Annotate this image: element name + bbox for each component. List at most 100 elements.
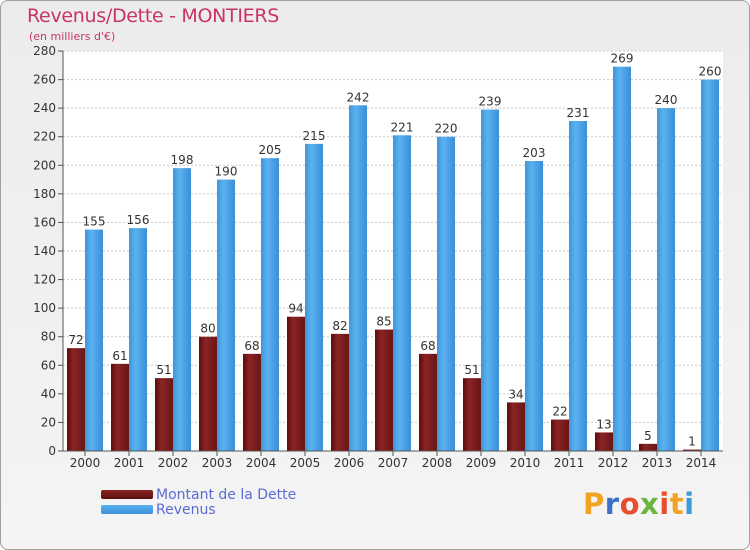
bar-revenus-2014: [701, 79, 719, 452]
bar-debt-2002: [155, 378, 173, 451]
y-tick-label: 240: [33, 101, 56, 115]
value-label-revenus-2005: 215: [303, 129, 326, 143]
value-label-debt-2005: 94: [288, 302, 303, 316]
x-tick-label: 2006: [334, 456, 365, 470]
x-tick-label: 2005: [290, 456, 321, 470]
value-label-debt-2011: 22: [552, 405, 567, 419]
value-label-revenus-2010: 203: [523, 146, 546, 160]
x-tick-label: 2010: [510, 456, 541, 470]
bar-revenus-2004: [261, 158, 279, 451]
x-tick-label: 2003: [202, 456, 233, 470]
bar-debt-2013: [639, 443, 657, 451]
bar-debt-2010: [507, 402, 525, 451]
y-tick-label: 200: [33, 158, 56, 172]
x-tick-label: 2014: [686, 456, 717, 470]
value-label-debt-2008: 68: [420, 339, 435, 353]
y-tick-label: 0: [48, 444, 56, 458]
value-label-debt-2006: 82: [332, 319, 347, 333]
logo-letter: t: [669, 487, 685, 521]
x-tick-label: 2009: [466, 456, 497, 470]
bar-debt-2009: [463, 378, 481, 451]
logo-letter: o: [619, 487, 641, 521]
value-label-revenus-2012: 269: [611, 52, 634, 66]
value-label-revenus-2013: 240: [655, 93, 678, 107]
value-label-revenus-2000: 155: [83, 215, 106, 229]
x-tick-label: 2007: [378, 456, 409, 470]
bar-debt-2005: [287, 316, 305, 451]
legend-label-debt: Montant de la Dette: [156, 487, 297, 503]
x-tick-label: 2000: [70, 456, 101, 470]
bar-debt-2004: [243, 353, 261, 451]
bar-debt-2012: [595, 432, 613, 451]
value-label-revenus-2008: 220: [435, 122, 458, 136]
value-label-debt-2002: 51: [156, 363, 171, 377]
x-tick-label: 2002: [158, 456, 189, 470]
logo-letter: x: [640, 487, 660, 521]
proxiti-logo: Proxiti: [583, 487, 695, 521]
x-tick-label: 2001: [114, 456, 145, 470]
bar-debt-2006: [331, 333, 349, 451]
y-tick-label: 180: [33, 187, 56, 201]
value-label-debt-2009: 51: [464, 363, 479, 377]
bar-debt-2007: [375, 329, 393, 451]
bar-revenus-2011: [569, 121, 587, 451]
bar-debt-2003: [199, 336, 217, 451]
bar-revenus-2010: [525, 161, 543, 451]
x-tick-label: 2012: [598, 456, 629, 470]
bar-revenus-2003: [217, 179, 235, 452]
bar-debt-2001: [111, 363, 129, 451]
bar-revenus-2012: [613, 66, 631, 451]
bar-revenus-2000: [85, 229, 103, 451]
value-label-revenus-2014: 260: [699, 65, 722, 79]
value-label-debt-2010: 34: [508, 387, 523, 401]
legend-label-revenus: Revenus: [156, 502, 216, 518]
bar-revenus-2002: [173, 168, 191, 451]
chart-title: Revenus/Dette - MONTIERS: [27, 5, 280, 27]
y-tick-label: 80: [41, 330, 56, 344]
legend-swatch-debt: [101, 490, 153, 499]
value-label-revenus-2003: 190: [215, 165, 238, 179]
y-tick-label: 280: [33, 44, 56, 58]
value-label-debt-2000: 72: [68, 333, 83, 347]
bars: [67, 66, 719, 452]
bar-revenus-2008: [437, 136, 455, 451]
bar-debt-2014: [683, 449, 701, 451]
y-tick-label: 120: [33, 273, 56, 287]
bar-debt-2011: [551, 419, 569, 451]
value-label-revenus-2002: 198: [171, 153, 194, 167]
value-label-debt-2001: 61: [112, 349, 127, 363]
y-tick-label: 100: [33, 301, 56, 315]
logo-letter: P: [583, 487, 605, 521]
value-label-revenus-2007: 221: [391, 120, 414, 134]
bar-revenus-2009: [481, 109, 499, 452]
legend-swatch-revenus: [101, 505, 153, 514]
y-tick-label: 20: [41, 415, 56, 429]
value-label-revenus-2009: 239: [479, 95, 502, 109]
logo-letter: i: [659, 487, 670, 521]
y-tick-label: 160: [33, 215, 56, 229]
value-label-revenus-2004: 205: [259, 143, 282, 157]
bar-revenus-2006: [349, 105, 367, 452]
bar-revenus-2005: [305, 143, 323, 451]
value-label-revenus-2001: 156: [127, 213, 150, 227]
y-tick-label: 60: [41, 358, 56, 372]
y-tick-label: 140: [33, 244, 56, 258]
bar-revenus-2013: [657, 108, 675, 452]
value-label-debt-2014: 1: [688, 435, 696, 449]
value-label-debt-2003: 80: [200, 322, 215, 336]
bar-debt-2000: [67, 348, 85, 451]
x-axis: 2000 2001 2002 2003 2004 2005 2006 2007 2008 2009…: [63, 450, 723, 470]
value-label-revenus-2011: 231: [567, 106, 590, 120]
logo-letter: r: [604, 487, 620, 521]
chart-subtitle: (en milliers d'€): [29, 30, 116, 43]
x-tick-label: 2011: [554, 456, 585, 470]
y-tick-label: 260: [33, 73, 56, 87]
bar-revenus-2007: [393, 135, 411, 452]
y-tick-label: 40: [41, 387, 56, 401]
value-label-debt-2004: 68: [244, 339, 259, 353]
bar-revenus-2001: [129, 228, 147, 451]
value-label-debt-2012: 13: [596, 417, 611, 431]
